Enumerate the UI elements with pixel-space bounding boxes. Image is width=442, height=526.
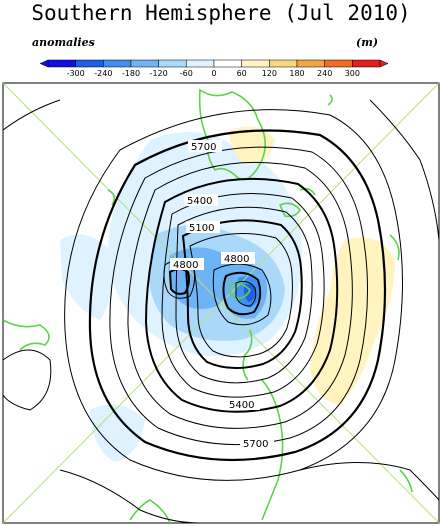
colorbar-min-arrow bbox=[39, 59, 49, 68]
contour-lines bbox=[3, 99, 439, 523]
colorbar-tick-label: 120 bbox=[262, 69, 277, 78]
colorbar-left-label: anomalies bbox=[32, 36, 95, 49]
colorbar-tick-label: 300 bbox=[345, 69, 360, 78]
contour-label: 5700 bbox=[191, 142, 216, 153]
map-title: Southern Hemisphere (Jul 2010) bbox=[31, 1, 411, 25]
contour-label: 5100 bbox=[189, 223, 214, 234]
colorbar-tick-label: -240 bbox=[94, 69, 112, 78]
colorbar-max-arrow bbox=[379, 59, 389, 68]
contour-label: 5400 bbox=[187, 196, 212, 207]
contour-label: 5700 bbox=[243, 439, 268, 450]
colorbar: -300 -240 -180 -120 -60 0 60 120 180 240 300 bbox=[39, 59, 389, 78]
colorbar-tick-label: 240 bbox=[317, 69, 332, 78]
colorbar-tick-label: -300 bbox=[67, 69, 85, 78]
colorbar-tick-label: -180 bbox=[122, 69, 140, 78]
colorbar-tick-label: -120 bbox=[150, 69, 168, 78]
contour-label: 5400 bbox=[229, 400, 254, 411]
contour-label-group: 5700 5400 5100 4800 4800 5400 5700 bbox=[170, 140, 274, 450]
colorbar-tick-label: 180 bbox=[289, 69, 304, 78]
colorbar-tick-label: 60 bbox=[237, 69, 247, 78]
contour-label: 4800 bbox=[224, 254, 249, 265]
colorbar-tick-label: -60 bbox=[180, 69, 193, 78]
colorbar-tick-label: 0 bbox=[211, 69, 216, 78]
coastlines bbox=[3, 88, 413, 523]
graticule bbox=[3, 83, 439, 523]
contour-label: 4800 bbox=[173, 260, 198, 271]
colorbar-unit-label: (m) bbox=[356, 36, 379, 49]
